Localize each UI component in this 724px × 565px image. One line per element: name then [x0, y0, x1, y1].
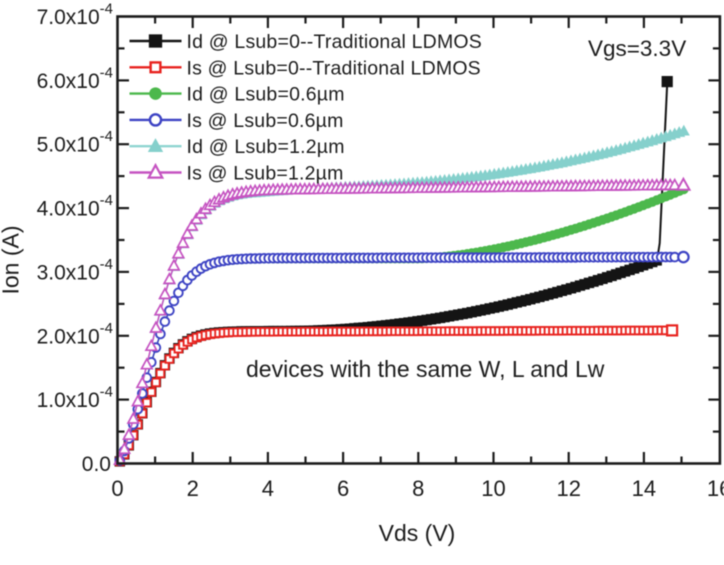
svg-text:devices with the same W, L and: devices with the same W, L and Lw [246, 356, 605, 382]
svg-text:4: 4 [262, 476, 274, 501]
svg-text:14: 14 [632, 476, 656, 501]
svg-text:Is @ Lsub=1.2µm: Is @ Lsub=1.2µm [187, 163, 344, 185]
svg-text:8: 8 [412, 476, 424, 501]
svg-text:2: 2 [187, 476, 199, 501]
svg-text:0: 0 [111, 476, 123, 501]
svg-text:Id @ Lsub=0--Traditional LDMOS: Id @ Lsub=0--Traditional LDMOS [187, 31, 482, 53]
svg-text:Vds (V): Vds (V) [379, 520, 456, 546]
svg-text:16: 16 [707, 476, 724, 501]
svg-text:Id @ Lsub=1.2µm: Id @ Lsub=1.2µm [187, 136, 345, 158]
svg-text:10: 10 [481, 476, 505, 501]
svg-text:6: 6 [337, 476, 349, 501]
svg-text:Id @ Lsub=0.6µm: Id @ Lsub=0.6µm [187, 84, 345, 106]
svg-text:Is @ Lsub=0.6µm: Is @ Lsub=0.6µm [187, 110, 344, 132]
svg-text:Vgs=3.3V: Vgs=3.3V [588, 36, 686, 61]
svg-text:0.0: 0.0 [82, 453, 111, 476]
svg-text:Ion (A): Ion (A) [0, 225, 24, 294]
svg-text:12: 12 [556, 476, 580, 501]
svg-text:Is @ Lsub=0--Traditional LDMOS: Is @ Lsub=0--Traditional LDMOS [187, 57, 481, 79]
